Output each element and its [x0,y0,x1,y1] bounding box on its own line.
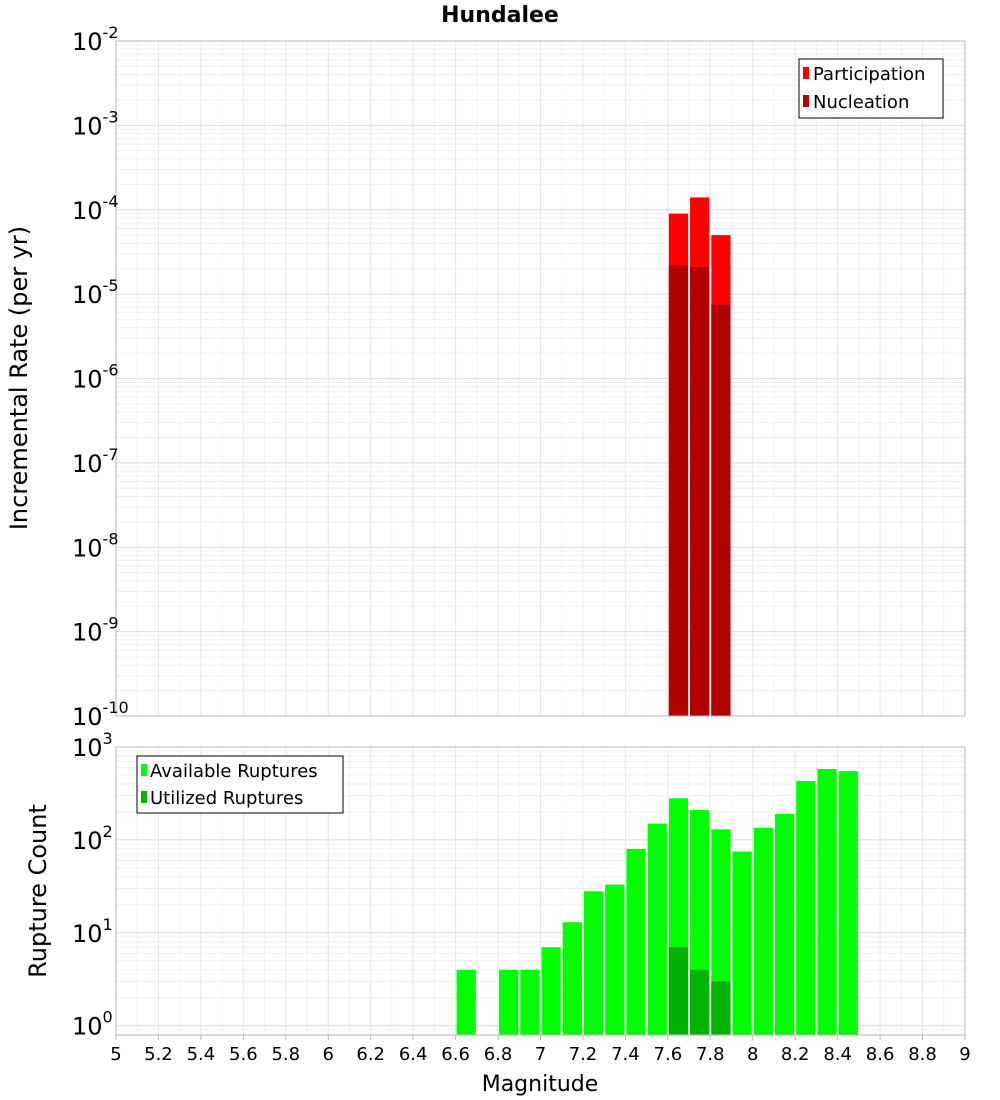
nucleation-legend-label: Nucleation [813,92,909,113]
rate-legend-box [798,58,944,119]
utilized-legend-label: Utilized Ruptures [150,788,303,809]
available-ruptures-bar [562,922,582,1035]
x-tick-label: 7.4 [611,1044,640,1065]
y-tick-label: 10-8 [72,529,119,562]
rate-panel: 10-10 10-9 10-8 10-7 10-6 10-5 10-4 10-3 10-2 In… [5,23,966,731]
utilized-ruptures-bar [711,981,731,1035]
available-ruptures-bar [605,884,625,1035]
y-tick-label: 10-2 [72,23,119,56]
rate-y-axis-label: Incremental Rate (per yr) [5,226,33,530]
participation-legend-swatch [803,67,809,79]
utilized-ruptures-bar [690,969,710,1035]
count-legend: Available Ruptures Utilized Ruptures [136,755,344,814]
magnitude-x-ticks: 5 5.2 5.4 5.6 5.8 6 6.2 6.4 6.6 6.8 7 7.2 7.4 7.6 7.8 8… [110,1035,971,1065]
y-tick-label: 10-3 [72,107,119,140]
y-tick-label: 10-6 [72,361,119,394]
magnitude-x-axis-label: Magnitude [482,1072,599,1097]
participation-legend-label: Participation [813,64,925,85]
y-tick-label: 100 [72,1008,113,1041]
nucleation-bar [668,265,689,716]
available-legend-swatch [141,764,147,776]
y-tick-label: 10-4 [72,192,119,225]
available-ruptures-bar [626,848,646,1035]
utilized-ruptures-bar [668,947,689,1035]
available-ruptures-bar [647,823,667,1035]
x-tick-label: 5.8 [271,1044,300,1065]
available-ruptures-bar [583,891,604,1035]
rate-bars [668,197,731,717]
count-y-ticks: 100 101 102 103 [72,729,113,1041]
available-ruptures-bar [838,771,858,1035]
x-tick-label: 9 [959,1044,970,1065]
utilized-legend-swatch [141,791,147,803]
rate-y-ticks: 10-10 10-9 10-8 10-7 10-6 10-5 10-4 10-3 10-2 [72,23,129,731]
count-panel: 100 101 102 103 5 5.2 5.4 5.6 5.8 6 6.2 6.4 6.6 6.8 7… [24,729,971,1097]
x-tick-label: 5.2 [144,1044,173,1065]
x-tick-label: 8.4 [823,1044,852,1065]
y-tick-label: 10-9 [72,614,119,647]
y-tick-label: 102 [72,822,113,855]
x-tick-label: 6.2 [356,1044,385,1065]
available-ruptures-bar [541,947,561,1035]
x-tick-label: 6 [323,1044,334,1065]
x-tick-label: 7 [535,1044,546,1065]
chart-title: Hundalee [441,3,559,28]
x-tick-label: 6.8 [484,1044,513,1065]
y-tick-label: 10-7 [72,445,119,478]
x-tick-label: 8.8 [908,1044,937,1065]
x-tick-label: 8.2 [781,1044,810,1065]
nucleation-bar [711,304,731,716]
x-tick-label: 8.6 [866,1044,895,1065]
y-tick-label: 101 [72,915,113,948]
available-ruptures-bar [796,781,816,1035]
nucleation-legend-swatch [803,95,809,107]
available-ruptures-bar [817,768,837,1035]
rate-plot-border [115,40,966,717]
available-legend-label: Available Ruptures [150,761,318,782]
x-tick-label: 7.6 [654,1044,683,1065]
x-tick-label: 6.6 [441,1044,470,1065]
y-tick-label: 10-5 [72,276,119,309]
rate-gridlines [115,41,966,717]
x-tick-label: 6.4 [399,1044,428,1065]
available-ruptures-bar [774,814,795,1035]
rate-legend: Participation Nucleation [798,58,944,119]
available-ruptures-bar [753,827,773,1035]
y-tick-label: 10-10 [72,698,129,731]
count-y-axis-label: Rupture Count [24,804,52,978]
x-tick-label: 7.8 [696,1044,725,1065]
x-tick-label: 5.4 [187,1044,216,1065]
count-bars [456,768,858,1035]
nucleation-bar [690,266,710,716]
x-tick-label: 7.2 [569,1044,598,1065]
available-ruptures-bar [520,969,540,1035]
x-tick-label: 8 [747,1044,758,1065]
count-legend-box [136,755,344,814]
available-ruptures-bar [732,851,752,1035]
available-ruptures-bar [499,969,519,1035]
y-tick-label: 103 [72,729,113,762]
x-tick-label: 5 [110,1044,121,1065]
x-tick-label: 5.6 [229,1044,258,1065]
available-ruptures-bar [456,969,476,1035]
